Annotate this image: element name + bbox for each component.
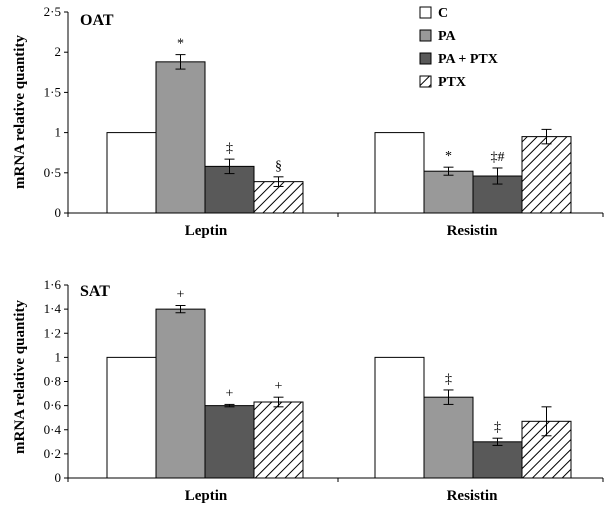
legend-label-ptx: PTX <box>438 75 466 90</box>
oat-significance-mark-resistin-pa: * <box>445 149 452 164</box>
oat-panel-label: OAT <box>80 12 114 29</box>
legend-label-c: C <box>438 6 448 21</box>
legend-label-pa: PA <box>438 29 457 44</box>
oat-significance-mark-leptin-pa-ptx: ‡ <box>226 141 233 156</box>
sat-bar-leptin-pa <box>155 308 206 479</box>
sat-bar-resistin-pa <box>423 396 474 479</box>
sat-y-tick-label: 0·2 <box>44 446 61 461</box>
sat-y-tick-label: 1·6 <box>44 277 62 292</box>
oat-bar-resistin-ptx <box>521 136 572 214</box>
legend-item-ptx: PTX <box>419 75 466 90</box>
sat-bar-resistin-pa-ptx <box>472 441 523 479</box>
sat-significance-mark-resistin-pa-ptx: ‡ <box>494 420 501 435</box>
legend-item-pa: PA <box>419 29 457 44</box>
legend-swatch-ptx <box>419 75 432 88</box>
sat-significance-mark-leptin-pa: + <box>177 288 185 303</box>
legend-item-c: C <box>419 6 448 21</box>
oat-y-tick-label: 2·5 <box>44 4 61 19</box>
legend-item-pa-ptx: PA + PTX <box>419 52 498 67</box>
sat-y-tick-label: 1·2 <box>44 325 61 340</box>
sat-y-tick-label: 0·4 <box>44 422 62 437</box>
sat-bar-resistin-c <box>374 356 425 479</box>
legend-swatch-pa <box>419 29 432 42</box>
oat-y-tick-label: 1·5 <box>44 84 61 99</box>
oat-significance-mark-leptin-pa: * <box>177 37 184 52</box>
sat-y-tick-label: 1·4 <box>44 301 62 316</box>
legend: C PA PA + PTX PTX <box>419 6 498 90</box>
oat-y-tick-label: 0 <box>55 205 62 220</box>
legend-swatch-pa-ptx <box>419 52 432 65</box>
sat-y-tick-label: 0·6 <box>44 398 62 413</box>
sat-category-label-leptin: Leptin <box>185 488 228 504</box>
oat-y-tick-label: 2 <box>55 44 62 59</box>
oat-bar-resistin-pa <box>423 170 474 214</box>
legend-label-pa-ptx: PA + PTX <box>438 52 498 67</box>
oat-y-tick-label: 0·5 <box>44 165 61 180</box>
sat-panel: mRNA relative quantity SAT Leptin Resist… <box>12 277 604 504</box>
sat-bar-leptin-ptx <box>253 401 304 479</box>
oat-significance-mark-leptin-ptx: § <box>275 159 282 174</box>
oat-bar-resistin-c <box>374 132 425 214</box>
oat-category-label-leptin: Leptin <box>185 223 228 239</box>
oat-bar-leptin-c <box>106 132 157 214</box>
sat-significance-mark-leptin-ptx: + <box>275 379 283 394</box>
legend-swatch-c <box>419 6 432 19</box>
oat-y-tick-label: 1 <box>55 125 62 140</box>
sat-y-axis-label: mRNA relative quantity <box>12 300 28 454</box>
sat-y-tick-label: 1 <box>55 349 62 364</box>
oat-bar-leptin-pa <box>155 61 206 214</box>
oat-category-label-resistin: Resistin <box>447 223 498 239</box>
sat-y-tick-label: 0·8 <box>44 374 61 389</box>
sat-bar-leptin-c <box>106 356 157 479</box>
oat-y-axis-label: mRNA relative quantity <box>12 35 28 189</box>
sat-category-label-resistin: Resistin <box>447 488 498 504</box>
sat-significance-mark-resistin-pa: ‡ <box>445 372 452 387</box>
oat-significance-mark-resistin-pa-ptx: ‡# <box>491 150 505 165</box>
oat-panel: mRNA relative quantity OAT Leptin Resist… <box>12 4 604 239</box>
oat-bar-leptin-ptx <box>253 181 304 214</box>
sat-panel-label: SAT <box>80 283 110 300</box>
sat-bar-leptin-pa-ptx <box>204 405 255 479</box>
sat-significance-mark-leptin-pa-ptx: + <box>226 386 234 401</box>
sat-y-tick-label: 0 <box>55 470 62 485</box>
